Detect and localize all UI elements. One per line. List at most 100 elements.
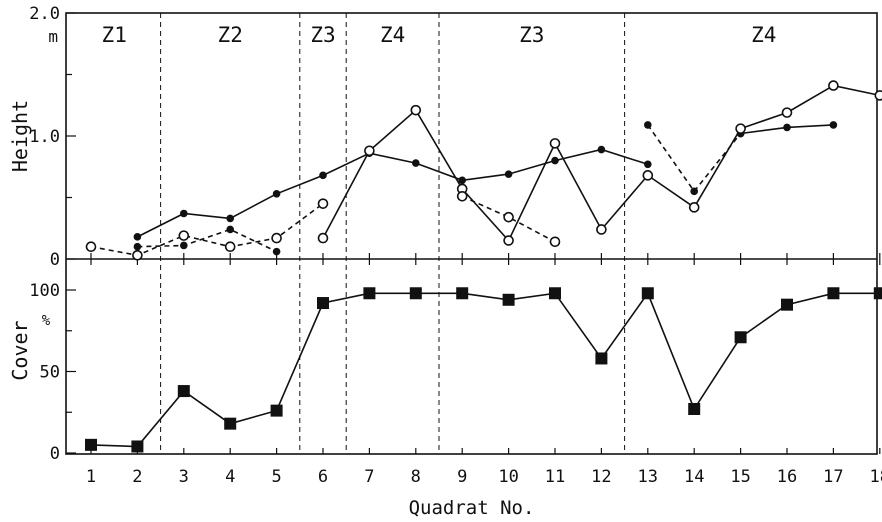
cover-series-1-point <box>595 352 608 365</box>
height-series-7-point <box>456 190 468 202</box>
cover-series-1-point <box>873 287 882 300</box>
height-series-7-line <box>461 195 556 243</box>
height-series-4-point <box>783 123 791 132</box>
cover-series-1-point <box>409 287 422 300</box>
height-series-7-point <box>503 211 514 223</box>
cover-series-1-point <box>781 298 793 311</box>
height-series-4-point <box>829 121 838 129</box>
cover-series-1-point <box>224 417 237 430</box>
height-series-1-point <box>412 159 420 167</box>
height-series-1-line <box>137 148 649 238</box>
x-tick-label: 2 <box>132 467 142 487</box>
x-tick-label: 12 <box>591 467 611 487</box>
y-axis-title-top: Height <box>8 100 32 172</box>
height-series-5-point <box>271 232 282 244</box>
x-tick-label: 13 <box>638 467 658 487</box>
height-series-5-line <box>90 203 324 257</box>
height-series-3-line <box>647 124 742 193</box>
height-series-5-point <box>132 250 143 261</box>
cover-series-1-line <box>90 291 880 448</box>
cover-series-1-point <box>317 297 329 310</box>
cover-series-1-point <box>85 438 97 451</box>
cover-series-1-point <box>363 287 376 300</box>
height-series-1-point <box>133 233 142 241</box>
height-series-2-line <box>137 228 277 253</box>
height-series-3-point <box>644 121 652 129</box>
height-series-7-point <box>549 236 561 248</box>
height-series-6-point <box>828 80 839 91</box>
x-tick-label: 5 <box>271 467 281 487</box>
height-series-5-point <box>317 198 329 209</box>
height-series-5-point <box>178 230 190 241</box>
cover-series-1-point <box>688 402 701 415</box>
plot-frame <box>65 12 878 455</box>
zone-label: Z3 <box>310 23 335 47</box>
y-tick-label-top: 2.0 <box>29 4 60 24</box>
height-series-6-point <box>781 107 793 118</box>
height-series-6-point <box>317 232 329 244</box>
height-series-6-point <box>735 123 746 134</box>
zone-label: Z2 <box>218 23 243 47</box>
height-series-6-point <box>549 138 561 149</box>
x-tick-label: 17 <box>823 467 843 487</box>
zone-label: Z4 <box>751 23 776 47</box>
cover-series-1-point <box>549 287 561 300</box>
zone-label: Z4 <box>380 23 405 47</box>
cover-series-1-point <box>456 287 469 300</box>
height-series-1-point <box>319 171 327 180</box>
height-series-6-point <box>688 202 700 213</box>
cover-series-1-point <box>177 385 190 398</box>
y-tick-label-top: 1.0 <box>29 127 60 147</box>
y-axis-title-bottom: Cover <box>8 320 32 380</box>
height-series-6-line <box>322 84 880 243</box>
y-tick-label-bottom: 100 <box>29 281 60 301</box>
axis-ticks <box>66 12 881 454</box>
y-unit-top: m <box>48 27 58 46</box>
height-series-1-point <box>272 190 281 198</box>
height-series-5-point <box>224 241 236 252</box>
x-tick-label: 15 <box>730 467 750 487</box>
x-tick-label: 16 <box>777 467 797 487</box>
cover-series-1-point <box>270 404 283 417</box>
x-tick-label: 4 <box>225 467 235 487</box>
x-tick-label: 11 <box>545 467 565 487</box>
axis-labels: Z1Z2Z3Z4Z3Z4123456789101112131415161718Q… <box>8 4 882 519</box>
height-series-1-point <box>504 170 513 178</box>
height-series-1-point <box>180 209 188 218</box>
x-tick-label: 6 <box>318 467 328 487</box>
height-series-6-point <box>874 90 882 101</box>
height-series-2-point <box>180 241 188 250</box>
x-tick-label: 9 <box>457 467 467 487</box>
height-series-6-point <box>364 145 375 157</box>
y-tick-label-top: 0 <box>50 250 60 270</box>
y-unit-bottom: % <box>42 313 51 329</box>
height-series-1-point <box>458 176 467 185</box>
height-series-1-point <box>551 156 559 165</box>
height-series-1-point <box>644 160 652 169</box>
cover-series-1-point <box>827 287 840 300</box>
x-tick-label: 1 <box>86 467 96 487</box>
y-tick-label-bottom: 50 <box>40 363 60 383</box>
height-series-6-point <box>503 235 514 246</box>
zone-label: Z3 <box>519 23 544 47</box>
height-series-1-point <box>597 145 606 154</box>
height-series-1-point <box>226 214 234 223</box>
cover-series-1-point <box>641 287 654 300</box>
zone-dividers <box>160 13 626 454</box>
cover-series-1-point <box>734 331 747 344</box>
x-axis-title: Quadrat No. <box>409 497 535 519</box>
height-series-3-point <box>690 187 698 196</box>
height-series-6-point <box>596 224 607 235</box>
x-tick-label: 8 <box>411 467 421 487</box>
cover-series-1-point <box>131 440 144 453</box>
x-tick-label: 7 <box>364 467 374 487</box>
plot-border <box>65 12 878 455</box>
x-tick-label: 3 <box>179 467 189 487</box>
x-tick-label: 10 <box>498 467 518 487</box>
height-series-5-point <box>85 241 97 252</box>
cover-series-1-point <box>502 293 515 306</box>
height-series-2-point <box>133 242 142 251</box>
height-series-2-point <box>272 247 281 256</box>
y-tick-label-bottom: 0 <box>50 444 60 464</box>
